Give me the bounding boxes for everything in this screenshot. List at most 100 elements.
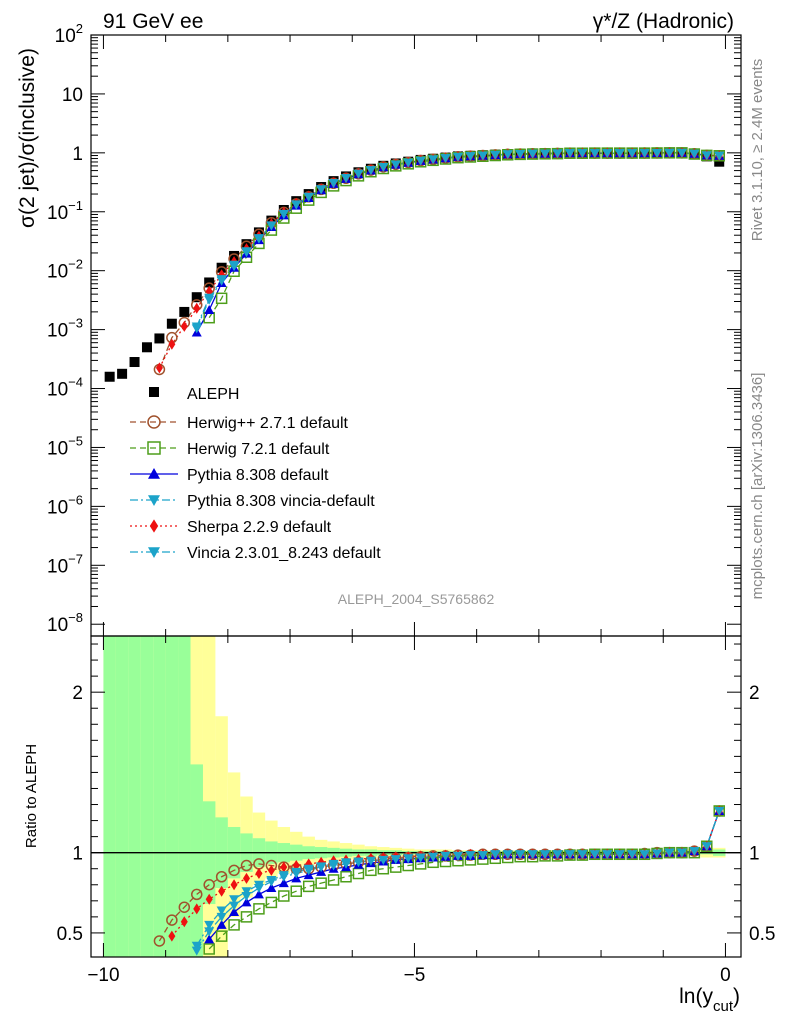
series-point-ratio: [327, 874, 340, 886]
series-point-main: [552, 149, 563, 159]
series-point-ratio: [180, 916, 188, 928]
y-main-tick-exponent: −3: [68, 316, 83, 331]
series-point-main: [527, 149, 538, 159]
y-main-tick-exponent: −4: [68, 375, 83, 390]
series-point-ratio: [340, 871, 352, 883]
series-point-ratio: [577, 850, 588, 860]
y-main-tick-base: 10: [47, 615, 68, 636]
aleph-data-point: [104, 371, 115, 382]
y-main-tick-exponent: −8: [68, 610, 83, 625]
legend-entry-label: Pythia 8.308 vincia-default: [187, 493, 375, 510]
series-point-ratio: [218, 885, 226, 897]
series-point-main: [577, 149, 588, 159]
stat-band-bin: [128, 636, 141, 957]
series-point-ratio: [291, 867, 302, 877]
series-line-main: [196, 152, 720, 329]
y-ratio-tick-label: 2: [72, 683, 83, 704]
series-point-main: [627, 149, 638, 159]
series-point-main: [614, 149, 625, 159]
series-point-ratio: [243, 872, 251, 884]
aleph-data-point: [216, 262, 227, 273]
y-main-tick-label: 10−3: [47, 316, 83, 342]
series-point-ratio: [353, 857, 364, 867]
series-point-main: [639, 149, 650, 159]
series-point-main: [465, 152, 476, 162]
series-line-main: [196, 152, 720, 327]
series-point-ratio: [266, 875, 277, 885]
series-point-ratio: [166, 914, 178, 926]
series-point-main: [229, 260, 240, 270]
legend-entry-label: Herwig 7.2.1 default: [187, 441, 330, 458]
series-point-ratio: [253, 903, 265, 915]
series-point-main: [266, 221, 277, 231]
series-point-ratio: [278, 878, 289, 888]
series-point-ratio: [540, 850, 551, 860]
series-point-ratio: [627, 850, 638, 860]
series-point-ratio: [403, 854, 414, 864]
y-main-tick-base: 10: [47, 556, 68, 577]
rivet-version-text: Rivet 3.1.10, ≥ 2.4M events: [749, 59, 766, 242]
series-point-ratio: [240, 911, 253, 923]
series-point-ratio: [290, 885, 303, 897]
series-point-ratio: [228, 919, 240, 931]
stat-band-bin: [190, 764, 203, 957]
series-point-main: [564, 149, 575, 159]
series-point-ratio: [664, 848, 675, 858]
series-point-ratio: [278, 871, 289, 881]
aleph-data-point: [129, 357, 140, 368]
series-point-ratio: [178, 901, 191, 913]
stat-band-bin: [153, 636, 166, 957]
y-main-tick-label: 10−7: [47, 551, 83, 577]
series-point-ratio: [365, 856, 376, 866]
series-point-main: [664, 148, 675, 158]
series-point-ratio: [452, 851, 463, 861]
series-point-ratio: [614, 850, 625, 860]
y-main-tick-base: 10: [47, 321, 68, 342]
x-axis-label-main: ln(y: [679, 985, 713, 1008]
y-main-tick-label: 10−6: [47, 492, 83, 518]
series-point-ratio: [229, 901, 240, 911]
legend-marker: [148, 495, 160, 506]
aleph-data-point: [714, 156, 725, 167]
series-point-main: [216, 275, 227, 285]
series-line-ratio: [208, 810, 720, 950]
series-point-ratio: [215, 930, 228, 942]
series-point-ratio: [689, 847, 700, 857]
series-point-ratio: [278, 890, 290, 902]
y-main-tick-label: 10: [62, 85, 83, 106]
legend-marker: [148, 468, 160, 479]
series-point-main: [440, 154, 451, 164]
stat-band-bin: [140, 636, 154, 957]
series-point-ratio: [490, 850, 501, 860]
aleph-data-point: [154, 333, 165, 344]
legend: ALEPH Herwig++ 2.7.1 default Herwig 7.2.1…: [130, 386, 381, 562]
series-point-ratio: [216, 912, 227, 922]
y-main-label: σ(2 jet)/σ(inclusive): [16, 48, 39, 228]
series-point-main: [193, 302, 201, 314]
series-point-ratio: [502, 850, 513, 860]
series-point-main: [328, 178, 339, 188]
series-point-ratio: [191, 941, 202, 951]
series-point-main: [180, 320, 188, 332]
series-point-ratio: [676, 848, 687, 858]
series-point-ratio: [241, 892, 252, 902]
series-point-main: [515, 149, 526, 159]
y-main-tick-exponent: −7: [68, 551, 83, 566]
series-point-ratio: [415, 853, 426, 863]
series-line-main: [158, 152, 720, 370]
legend-entry-label: Herwig++ 2.7.1 default: [187, 415, 349, 432]
series-point-ratio: [241, 887, 252, 897]
series-line-main: [208, 152, 720, 319]
series-point-ratio: [302, 880, 315, 893]
y-main-tick-label: 102: [55, 21, 83, 47]
series-point-ratio: [205, 893, 213, 905]
series-point-main: [701, 151, 712, 161]
series-point-ratio: [204, 934, 215, 944]
y-main-tick-label: 10−5: [47, 433, 83, 459]
x-tick-label: −10: [87, 965, 119, 986]
y-main-tick-base: 10: [47, 203, 68, 224]
series-point-main: [540, 149, 551, 159]
x-axis-label-close: ): [733, 985, 740, 1008]
series-point-main: [689, 149, 700, 159]
series-markers: [104, 147, 725, 956]
